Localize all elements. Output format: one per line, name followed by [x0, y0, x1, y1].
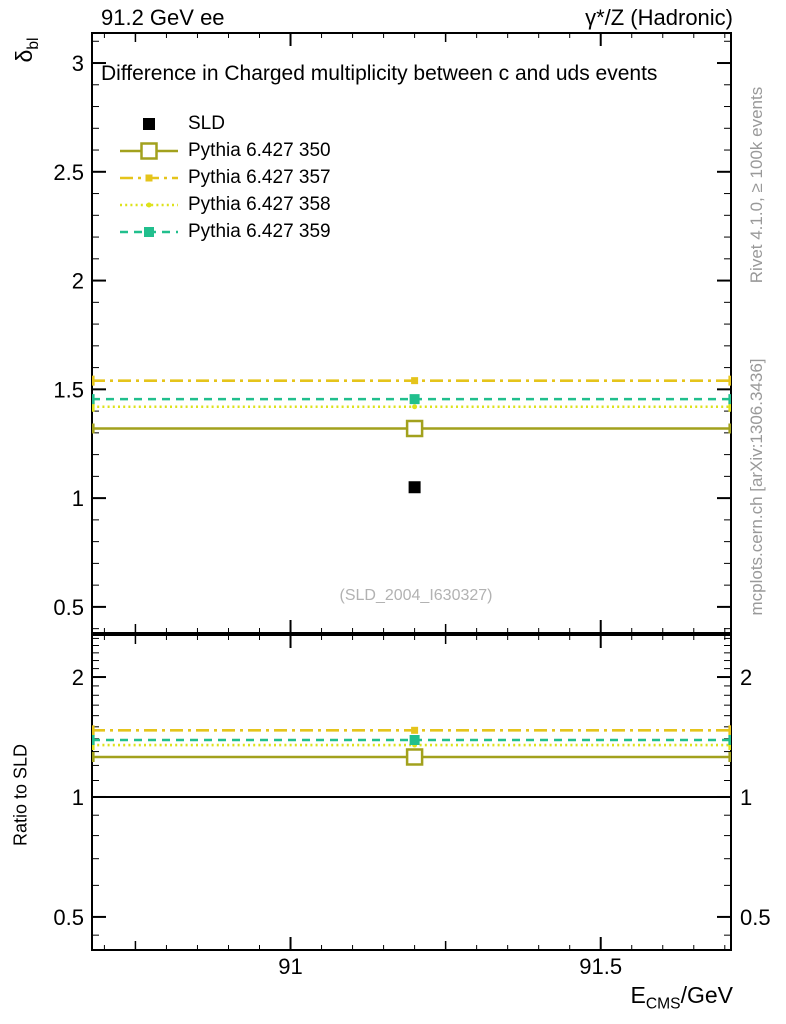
beam-energy-header: 91.2 GeV ee	[101, 5, 225, 30]
legend-sample-sld	[120, 113, 178, 135]
x-axis-label-subscript: CMS	[645, 995, 681, 1013]
svg-text:0.5: 0.5	[740, 905, 771, 930]
analysis-id-watermark: (SLD_2004_I630327)	[339, 587, 493, 604]
x-axis-label: ECMS/GeV	[631, 982, 734, 1014]
svg-text:2: 2	[72, 269, 84, 294]
legend-item-pythia-350: Pythia 6.427 350	[120, 137, 331, 164]
legend-label-pythia-359: Pythia 6.427 359	[188, 220, 331, 242]
y-axis-label-symbol: δ	[11, 49, 38, 63]
y-axis-label-subscript: bl	[24, 37, 42, 50]
process-header: γ*/Z (Hadronic)	[585, 5, 733, 30]
x-axis-label-symbol: E	[630, 982, 646, 1008]
svg-text:91: 91	[278, 954, 302, 979]
legend-item-pythia-358: Pythia 6.427 358	[120, 191, 331, 218]
legend-item-sld: SLD	[120, 110, 331, 137]
legend-sample-pythia-359	[120, 221, 178, 243]
x-axis-label-units: /GeV	[680, 982, 733, 1008]
legend-label-sld: SLD	[188, 112, 225, 134]
legend: SLD Pythia 6.427 350 Pythia 6.427 357 Py…	[120, 110, 331, 245]
plot-title: Difference in Charged multiplicity betwe…	[101, 62, 658, 85]
legend-sample-pythia-350	[120, 140, 178, 162]
legend-label-pythia-350: Pythia 6.427 350	[188, 139, 331, 161]
legend-label-pythia-357: Pythia 6.427 357	[188, 166, 331, 188]
svg-text:2.5: 2.5	[53, 160, 84, 185]
y-axis-label: δbl	[11, 38, 43, 63]
svg-text:3: 3	[72, 51, 84, 76]
legend-item-pythia-357: Pythia 6.427 357	[120, 164, 331, 191]
legend-label-pythia-358: Pythia 6.427 358	[188, 193, 331, 215]
svg-text:1: 1	[72, 486, 84, 511]
legend-item-pythia-359: Pythia 6.427 359	[120, 218, 331, 245]
ratio-axis-label: Ratio to SLD	[10, 743, 31, 847]
mcplots-reference-note: mcplots.cern.ch [arXiv:1306.3436]	[747, 358, 766, 616]
legend-sample-pythia-357	[120, 167, 178, 189]
svg-text:1: 1	[740, 785, 752, 810]
svg-text:0.5: 0.5	[53, 905, 84, 930]
svg-text:2: 2	[740, 665, 752, 690]
rivet-version-note: Rivet 4.1.0, ≥ 100k events	[747, 86, 766, 284]
svg-text:0.5: 0.5	[53, 595, 84, 620]
svg-text:91.5: 91.5	[579, 954, 622, 979]
svg-text:1: 1	[72, 785, 84, 810]
legend-sample-pythia-358	[120, 194, 178, 216]
svg-text:2: 2	[72, 665, 84, 690]
svg-text:1.5: 1.5	[53, 377, 84, 402]
